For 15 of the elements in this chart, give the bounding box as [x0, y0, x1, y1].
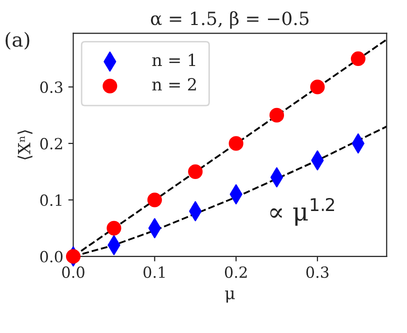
y-tick-label: 0.1 [40, 194, 62, 206]
annotation: ∝ μ$^{1.2}$ [270, 198, 334, 226]
text: (a) [6, 32, 30, 50]
chart-title: α = 1.5, β = −0.5 [150, 11, 309, 29]
x-tick-label: 0.0 [62, 266, 84, 278]
x-tick-label: 0.3 [306, 266, 328, 278]
x-tick-label: 0.2 [224, 266, 247, 278]
y-tick-label: 0.3 [40, 81, 62, 93]
x-tick-label: 0.1 [144, 266, 165, 278]
y-tick-label: 0.2 [40, 138, 62, 150]
legend-label: n = 1 [152, 54, 196, 66]
x-axis-title: μ [225, 290, 235, 303]
y-axis-title: ⟨Xⁿ⟩ [18, 130, 32, 160]
legend-label: n = 2 [152, 78, 196, 90]
y-tick-label: 0.0 [40, 250, 63, 262]
